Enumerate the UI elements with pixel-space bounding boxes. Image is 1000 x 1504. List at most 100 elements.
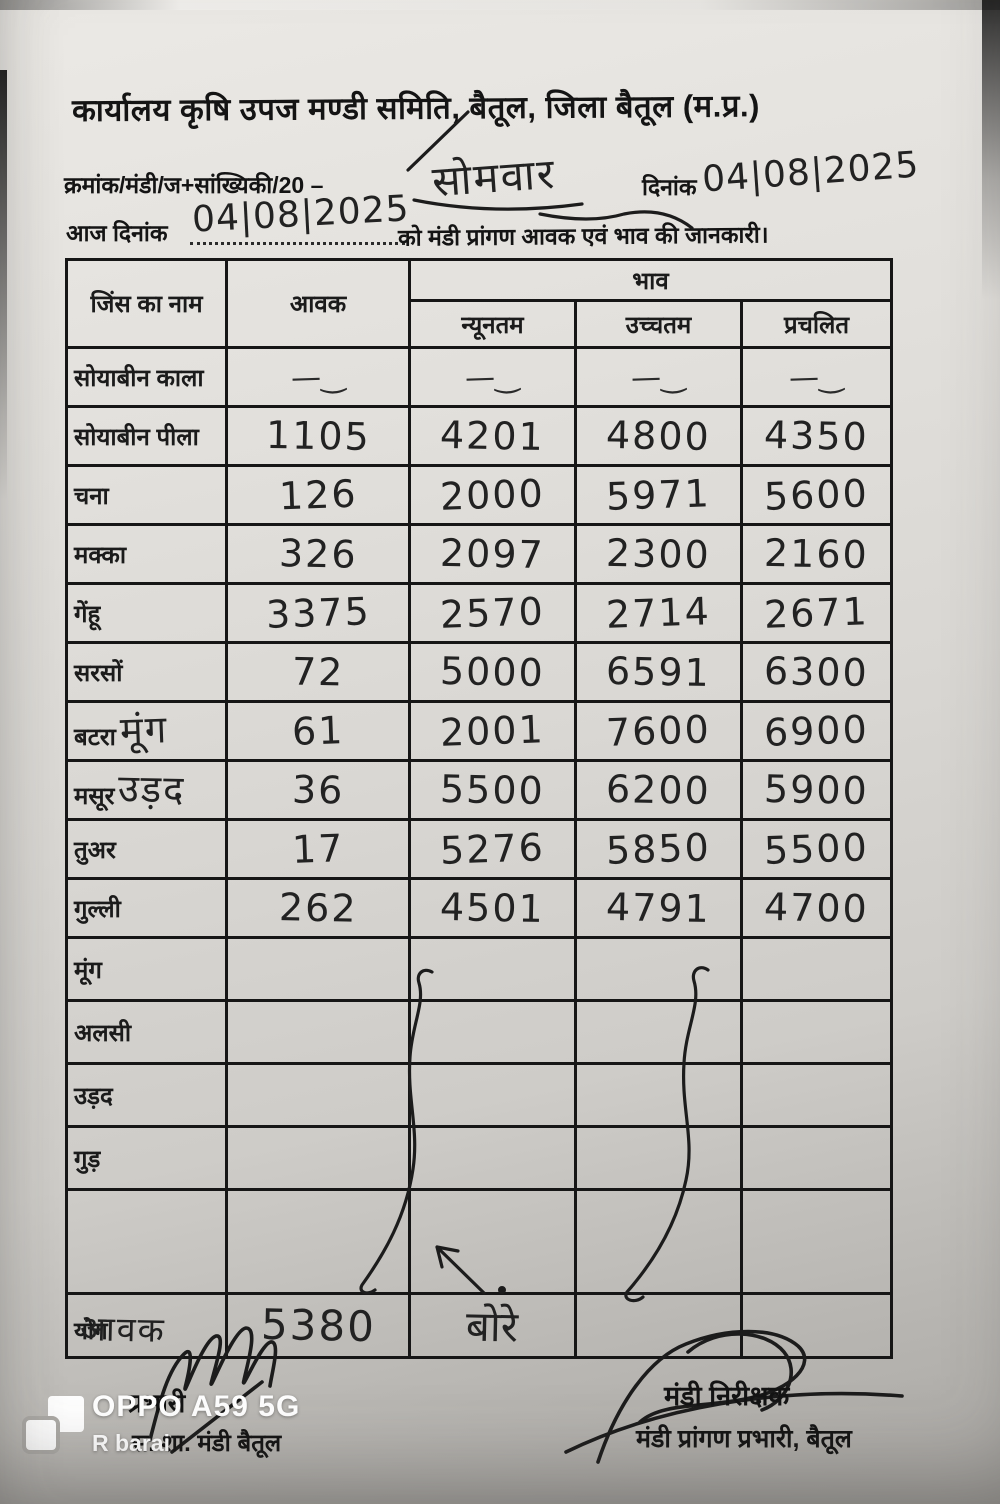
commodity-name: गेंहू bbox=[74, 600, 101, 628]
commodity-name-cell: मक्का bbox=[65, 523, 228, 585]
handwritten-value: 17 bbox=[291, 826, 345, 872]
commodity-name: चना bbox=[74, 482, 109, 510]
arrival-cell: —‿ bbox=[225, 346, 411, 408]
commodity-name-cell: तुअर bbox=[65, 818, 228, 880]
arrival-cell: 262 bbox=[225, 877, 411, 939]
max-price-cell: 6591 bbox=[574, 641, 743, 703]
arrival-cell: 36 bbox=[225, 759, 411, 821]
handwritten-value: 2000 bbox=[439, 471, 546, 519]
arrival-cell: 72 bbox=[225, 641, 411, 703]
commodity-name: मूंग bbox=[74, 956, 102, 984]
commodity-name-cell: सोयाबीन पीला bbox=[65, 405, 228, 467]
min-price-cell: —‿ bbox=[408, 346, 577, 408]
commodity-name: मक्का bbox=[74, 541, 127, 569]
max-price-cell: 2300 bbox=[574, 523, 743, 585]
commodity-name: मसूर bbox=[74, 783, 115, 810]
min-price-cell bbox=[408, 1188, 577, 1295]
nil-mark: —‿ bbox=[630, 358, 687, 396]
camera-watermark-logo-icon bbox=[26, 1396, 84, 1454]
handwritten-value: 5276 bbox=[439, 825, 546, 873]
today-date-label: आज दिनांक bbox=[66, 220, 168, 246]
arrival-cell bbox=[225, 1188, 411, 1295]
commodity-name: उड़द bbox=[74, 1082, 113, 1110]
handwritten-value: 2570 bbox=[439, 589, 546, 637]
table-row: बटरामूंग 61 2001 7600 6900 bbox=[65, 700, 893, 762]
commodity-name-cell: गेंहू bbox=[65, 582, 228, 644]
arrival-cell bbox=[225, 936, 411, 1002]
min-price-cell: 5276 bbox=[408, 818, 577, 880]
modal-price-cell: 2160 bbox=[740, 523, 893, 585]
max-price-cell bbox=[574, 1292, 743, 1359]
modal-price-cell bbox=[740, 1062, 893, 1128]
min-price-cell: 4501 bbox=[408, 877, 577, 939]
today-line-text: को मंडी प्रांगण आवक एवं भाव की जानकारी। bbox=[397, 221, 769, 251]
handwritten-value: 72 bbox=[291, 649, 345, 695]
min-price-cell: 5500 bbox=[408, 759, 577, 821]
handwritten-value: 5500 bbox=[763, 825, 870, 873]
handwritten-value: 3375 bbox=[264, 589, 372, 637]
handwritten-value: 326 bbox=[278, 531, 358, 577]
reference-number: क्रमांक/मंडी/ज+सांख्यिकी/20 – bbox=[64, 172, 324, 198]
commodity-name: योग bbox=[74, 1317, 108, 1345]
nil-mark: —‿ bbox=[464, 358, 521, 396]
header-price-group: भाव bbox=[408, 258, 893, 302]
max-price-cell bbox=[574, 1125, 743, 1191]
table-row: गुड़ bbox=[65, 1125, 893, 1191]
modal-price-cell: 2671 bbox=[740, 582, 893, 644]
table-row: सरसों 72 5000 6591 6300 bbox=[65, 641, 893, 703]
right-signatory-block: मंडी निरीक्षक मंडी प्रांगण प्रभारी, बैतू… bbox=[636, 1376, 852, 1455]
photo-top-edge bbox=[0, 0, 1000, 10]
logo-square-bottom bbox=[26, 1420, 56, 1450]
min-price-cell: 2097 bbox=[408, 523, 577, 585]
handwritten-value: 1105 bbox=[265, 412, 371, 460]
commodity-name-cell: उड़द bbox=[65, 1062, 228, 1128]
handwritten-value: 4791 bbox=[605, 884, 712, 932]
min-price-cell bbox=[408, 936, 577, 1002]
arrival-cell: 1105 bbox=[225, 405, 411, 467]
camera-watermark: OPPO A59 5G R barai bbox=[26, 1390, 300, 1457]
header-commodity: जिंस का नाम bbox=[65, 258, 228, 349]
left-signatory-office: स. शा. मंडी बैतूल bbox=[132, 1430, 282, 1457]
commodity-name: गुड़ bbox=[74, 1145, 101, 1173]
header-arrival: आवक bbox=[225, 258, 411, 349]
modal-price-cell bbox=[740, 936, 893, 1002]
handwritten-value: 2001 bbox=[439, 707, 546, 755]
handwritten-value: 5500 bbox=[439, 766, 546, 814]
date-label: दिनांक bbox=[642, 174, 697, 200]
commodity-name-cell: सरसों bbox=[65, 641, 228, 703]
max-price-cell: 4800 bbox=[574, 405, 743, 467]
handwritten-value: 5971 bbox=[605, 471, 712, 519]
min-price-cell bbox=[408, 1062, 577, 1128]
nil-mark: —‿ bbox=[290, 358, 346, 396]
right-signatory-title: मंडी निरीक्षक bbox=[664, 1381, 790, 1411]
table-row: मूंग bbox=[65, 936, 893, 1002]
max-price-cell: 5971 bbox=[574, 464, 743, 526]
commodity-name-cell: मूंग bbox=[65, 936, 228, 1002]
handwritten-value: 6591 bbox=[605, 648, 712, 696]
min-price-cell: 5000 bbox=[408, 641, 577, 703]
commodity-name-cell: अलसी bbox=[65, 999, 228, 1065]
commodity-name-cell bbox=[65, 1188, 228, 1295]
table-row: मक्का 326 2097 2300 2160 bbox=[65, 523, 893, 585]
watermark-user-name: R barai bbox=[92, 1430, 170, 1456]
document-title: कार्यालय कृषि उपज मण्डी समिति, बैतूल, जि… bbox=[71, 88, 760, 129]
arrival-cell: 17 bbox=[225, 818, 411, 880]
arrival-cell: 126 bbox=[225, 464, 411, 526]
min-price-cell: 2000 bbox=[408, 464, 577, 526]
handwritten-value: 2671 bbox=[763, 589, 870, 637]
handwritten-value: बोरे bbox=[465, 1301, 520, 1352]
commodity-name: अलसी bbox=[74, 1019, 132, 1047]
handwritten-value: 4350 bbox=[763, 412, 870, 460]
arrival-cell bbox=[225, 999, 411, 1065]
arrival-cell bbox=[225, 1125, 411, 1191]
handwritten-value: 61 bbox=[291, 708, 345, 754]
min-price-cell: 2570 bbox=[408, 582, 577, 644]
commodity-name-cell: गुल्ली bbox=[65, 877, 228, 939]
right-signatory-office: मंडी प्रांगण प्रभारी, बैतूल bbox=[636, 1425, 852, 1453]
arrival-cell: 61 bbox=[225, 700, 411, 762]
handwritten-value: 6900 bbox=[763, 707, 870, 755]
max-price-cell: —‿ bbox=[574, 346, 743, 408]
modal-price-cell: 6900 bbox=[740, 700, 893, 762]
commodity-name: तुअर bbox=[74, 836, 116, 864]
